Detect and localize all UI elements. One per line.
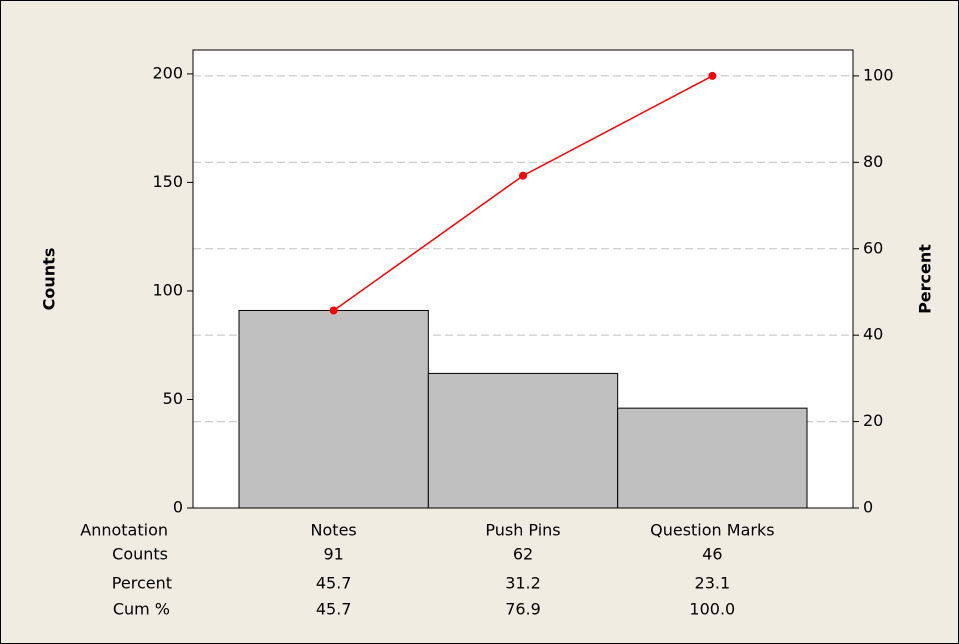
plot-frame xyxy=(192,49,854,509)
count-label: 62 xyxy=(513,545,533,564)
y2-tick-label: 100 xyxy=(863,65,894,84)
plot-layer xyxy=(193,75,853,509)
y2-tick-label: 0 xyxy=(863,498,873,517)
y-tick-label: 150 xyxy=(152,172,183,191)
row-label: Counts xyxy=(112,545,168,564)
cum-percent-label: 76.9 xyxy=(505,600,541,619)
count-label: 46 xyxy=(702,545,722,564)
cum-point xyxy=(519,171,527,180)
cum-point xyxy=(708,71,717,80)
bar xyxy=(238,309,429,509)
y2-tick-label: 60 xyxy=(863,238,883,257)
bar xyxy=(427,372,619,509)
row-label: Cum % xyxy=(113,600,170,619)
percent-label: 45.7 xyxy=(316,574,352,593)
bar xyxy=(617,407,808,509)
percent-label: 23.1 xyxy=(695,574,731,593)
category-label: Push Pins xyxy=(485,521,560,540)
y-tick-label: 200 xyxy=(152,63,183,82)
y2-axis-label: Percent xyxy=(916,244,935,314)
y2-tick-label: 80 xyxy=(863,152,883,171)
category-label: Annotation xyxy=(80,521,168,540)
cum-point xyxy=(329,306,338,315)
y2-tick-label: 20 xyxy=(863,411,883,430)
category-label: Notes xyxy=(311,521,357,540)
y-axis-label: Counts xyxy=(40,248,59,311)
percent-label: 31.2 xyxy=(505,574,541,593)
y2-tick-label: 40 xyxy=(863,325,883,344)
category-label: Question Marks xyxy=(650,521,774,540)
y-tick-label: 50 xyxy=(163,389,183,408)
y-tick-label: 100 xyxy=(152,280,183,299)
row-label: Percent xyxy=(112,574,172,593)
count-label: 91 xyxy=(323,545,343,564)
y-tick-label: 0 xyxy=(173,498,183,517)
cum-percent-label: 100.0 xyxy=(689,600,735,619)
cum-percent-label: 45.7 xyxy=(316,600,352,619)
